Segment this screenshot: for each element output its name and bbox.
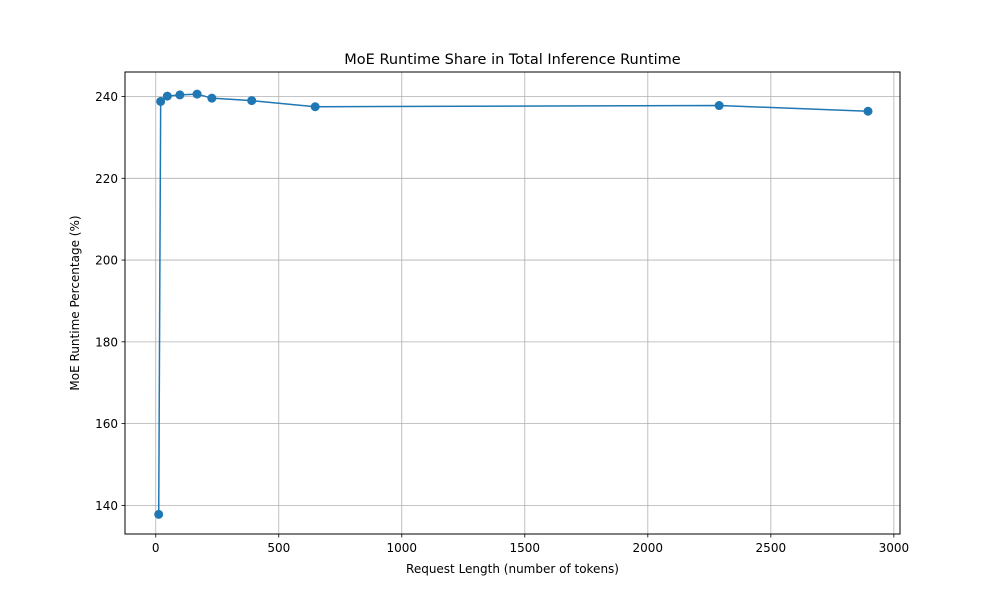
plot-frame <box>124 71 901 535</box>
y-tick-label: 140 <box>95 499 118 513</box>
data-point <box>247 96 257 106</box>
data-point <box>863 106 873 116</box>
data-point <box>207 93 217 103</box>
series-layer <box>154 89 873 519</box>
x-tick-label: 3000 <box>879 541 910 555</box>
y-tick-label: 180 <box>95 335 118 349</box>
data-point <box>192 89 202 99</box>
x-tick-label: 2500 <box>756 541 787 555</box>
data-point <box>175 90 185 100</box>
data-point <box>156 96 166 106</box>
axis-ticks: 0 500 1000 1500 2000 2500 3000 140 160 180 200 220 2… <box>95 90 909 555</box>
gridlines <box>125 72 900 534</box>
y-tick-label: 160 <box>95 417 118 431</box>
x-tick-label: 1500 <box>510 541 541 555</box>
x-tick-label: 1000 <box>387 541 418 555</box>
y-tick-label: 200 <box>95 254 118 268</box>
y-tick-label: 220 <box>95 172 118 186</box>
x-axis-label: Request Length (number of tokens) <box>406 562 619 576</box>
x-tick-label: 500 <box>267 541 290 555</box>
data-point <box>714 101 724 111</box>
data-point <box>154 509 164 519</box>
chart-title: MoE Runtime Share in Total Inference Run… <box>344 52 680 68</box>
data-point <box>310 102 320 112</box>
x-tick-label: 2000 <box>633 541 664 555</box>
y-axis-label: MoE Runtime Percentage (%) <box>68 215 82 390</box>
y-tick-label: 240 <box>95 90 118 104</box>
data-point <box>162 91 172 101</box>
x-tick-label: 0 <box>152 541 160 555</box>
